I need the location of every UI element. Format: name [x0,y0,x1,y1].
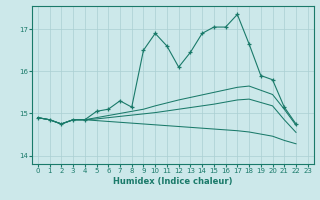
X-axis label: Humidex (Indice chaleur): Humidex (Indice chaleur) [113,177,233,186]
